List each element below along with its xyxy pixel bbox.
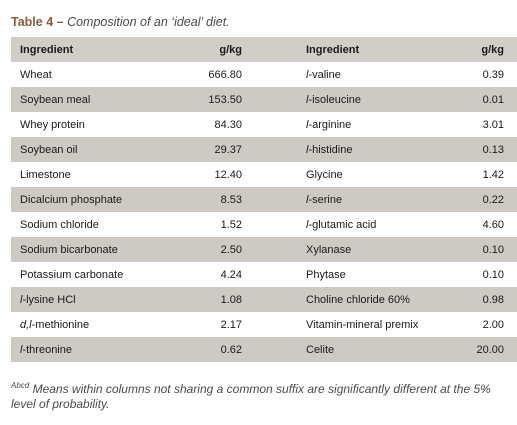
header-gkg-2: g/kg <box>481 43 504 56</box>
table-row: l-threonine 0.62 Celite 20.00 <box>11 337 517 362</box>
cell-gkg-1: 8.53 <box>220 193 242 206</box>
cell-ingredient-1: Wheat <box>20 68 52 81</box>
cell-ingredient-1: Limestone <box>20 168 71 181</box>
table-row: Whey protein 84.30 l-arginine 3.01 <box>11 112 517 137</box>
cell-gkg-2: 0.22 <box>482 193 504 206</box>
cell-ingredient-1: Soybean meal <box>20 93 91 106</box>
cell-gkg-2: 0.01 <box>482 93 504 106</box>
cell-ingredient-1: Sodium bicarbonate <box>20 243 118 256</box>
cell-gkg-1: 29.37 <box>214 143 242 156</box>
cell-ingredient-2: Vitamin-mineral premix <box>306 318 419 331</box>
cell-ingredient-2: l-isoleucine <box>306 93 362 106</box>
cell-gkg-2: 0.39 <box>482 68 504 81</box>
table-footnote: Abcd Means within columns not sharing a … <box>11 378 506 412</box>
table-number: Table 4 – <box>11 15 64 29</box>
cell-gkg-1: 4.24 <box>220 268 242 281</box>
footnote-text: Means within columns not sharing a commo… <box>11 382 491 411</box>
table-row: l-lysine HCl 1.08 Choline chloride 60% 0.98 <box>11 287 517 312</box>
cell-gkg-2: 1.42 <box>482 168 504 181</box>
cell-ingredient-1: Whey protein <box>20 118 85 131</box>
header-gkg-1: g/kg <box>219 43 242 56</box>
cell-ingredient-2: Phytase <box>306 268 346 281</box>
cell-ingredient-1: Dicalcium phosphate <box>20 193 123 206</box>
cell-ingredient-1: l-lysine HCl <box>20 293 76 306</box>
cell-gkg-1: 12.40 <box>214 168 242 181</box>
cell-gkg-2: 2.00 <box>482 318 504 331</box>
table-row: Soybean meal 153.50 l-isoleucine 0.01 <box>11 87 517 112</box>
cell-gkg-2: 3.01 <box>482 118 504 131</box>
footnote-superscript: Abcd <box>11 381 30 390</box>
table-title: Composition of an ‘ideal’ diet. <box>67 15 230 29</box>
cell-ingredient-2: Glycine <box>306 168 343 181</box>
cell-ingredient-2: l-histidine <box>306 143 353 156</box>
cell-ingredient-1: Soybean oil <box>20 143 78 156</box>
cell-gkg-1: 2.50 <box>220 243 242 256</box>
cell-ingredient-2: l-arginine <box>306 118 352 131</box>
cell-ingredient-2: Xylanase <box>306 243 352 256</box>
cell-ingredient-1: l-threonine <box>20 343 72 356</box>
cell-gkg-2: 0.98 <box>482 293 504 306</box>
table-caption: Table 4 – Composition of an ‘ideal’ diet… <box>11 15 230 29</box>
cell-ingredient-2: Celite <box>306 343 335 356</box>
cell-gkg-2: 0.10 <box>482 243 504 256</box>
table-header-row: Ingredient g/kg Ingredient g/kg <box>11 37 517 62</box>
cell-gkg-2: 4.60 <box>482 218 504 231</box>
cell-gkg-2: 20.00 <box>476 343 504 356</box>
cell-ingredient-2: l-glutamic acid <box>306 218 377 231</box>
table-row: Dicalcium phosphate 8.53 l-serine 0.22 <box>11 187 517 212</box>
cell-gkg-2: 0.10 <box>482 268 504 281</box>
table-row: Limestone 12.40 Glycine 1.42 <box>11 162 517 187</box>
header-ingredient-2: Ingredient <box>306 43 360 56</box>
cell-gkg-1: 0.62 <box>220 343 242 356</box>
table-row: Potassium carbonate 4.24 Phytase 0.10 <box>11 262 517 287</box>
cell-gkg-1: 1.52 <box>220 218 242 231</box>
table-row: Soybean oil 29.37 l-histidine 0.13 <box>11 137 517 162</box>
table-row: Wheat 666.80 l-valine 0.39 <box>11 62 517 87</box>
table-row: Sodium bicarbonate 2.50 Xylanase 0.10 <box>11 237 517 262</box>
table-row: Sodium chloride 1.52 l-glutamic acid 4.60 <box>11 212 517 237</box>
cell-gkg-1: 84.30 <box>214 118 242 131</box>
cell-ingredient-2: Choline chloride 60% <box>306 293 410 306</box>
cell-ingredient-2: l-serine <box>306 193 343 206</box>
cell-ingredient-1: Sodium chloride <box>20 218 99 231</box>
diet-composition-table: Ingredient g/kg Ingredient g/kg Wheat 666… <box>11 37 517 362</box>
cell-gkg-1: 2.17 <box>220 318 242 331</box>
cell-ingredient-1: Potassium carbonate <box>20 268 124 281</box>
header-ingredient-1: Ingredient <box>20 43 74 56</box>
cell-gkg-1: 1.08 <box>220 293 242 306</box>
cell-ingredient-2: l-valine <box>306 68 341 81</box>
cell-gkg-1: 153.50 <box>208 93 242 106</box>
cell-gkg-1: 666.80 <box>208 68 242 81</box>
cell-ingredient-1: d,l-methionine <box>20 318 90 331</box>
cell-gkg-2: 0.13 <box>482 143 504 156</box>
table-row: d,l-methionine 2.17 Vitamin-mineral premix… <box>11 312 517 337</box>
